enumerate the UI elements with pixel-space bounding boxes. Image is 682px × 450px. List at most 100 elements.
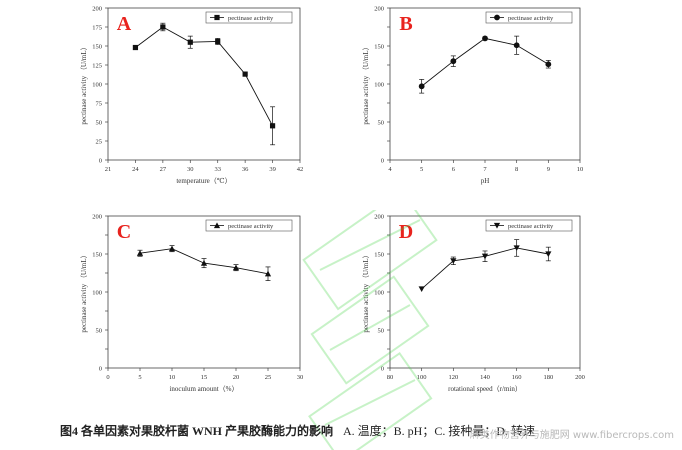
x-tick-label: 30 — [187, 166, 194, 173]
x-tick-label: 0 — [106, 374, 109, 381]
figure-title: 图4 各单因素对果胶杆菌 WNH 产果胶酶能力的影响 — [60, 424, 334, 438]
legend: pectinase activity — [205, 11, 293, 24]
legend: pectinase activity — [485, 219, 573, 232]
y-tick-label: 75 — [96, 101, 103, 108]
x-tick-label: 5 — [420, 166, 423, 173]
y-tick-label: 200 — [374, 6, 384, 13]
x-tick-label: 4 — [388, 166, 392, 173]
legend-box — [485, 219, 573, 232]
legend-box — [205, 11, 293, 24]
site-watermark-text: 麻类作物营养与施肥网 www.fibercrops.com — [469, 430, 674, 441]
legend-label: pectinase activity — [508, 223, 554, 230]
y-tick-label: 150 — [374, 252, 384, 259]
x-tick-label: 21 — [105, 166, 112, 173]
x-tick-label: 27 — [160, 166, 167, 173]
x-tick-label: 8 — [515, 166, 518, 173]
data-point — [242, 71, 248, 77]
x-axis-label: pH — [481, 177, 490, 185]
chart-panel-d: 0 50 100 150 200 80 100 120 140 160 180 200 rotation… — [362, 214, 585, 394]
chart-panel-c: 0 50 100 150 200 0 5 10 15 20 25 30 inoculum amount（… — [80, 214, 303, 394]
x-tick-label: 36 — [242, 166, 249, 173]
data-point — [482, 35, 488, 42]
x-tick-label: 100 — [417, 374, 427, 381]
x-tick-label: 33 — [214, 166, 221, 173]
panel-label: D — [399, 221, 413, 243]
y-tick-label: 200 — [374, 214, 384, 221]
y-tick-label: 200 — [92, 214, 102, 221]
y-axis-label: pectinase activity （U/mL） — [362, 251, 370, 332]
x-tick-label: 15 — [201, 374, 208, 381]
x-tick-label: 20 — [233, 374, 240, 381]
series-line — [421, 37, 549, 87]
data-point — [418, 83, 425, 90]
y-tick-label: 50 — [378, 120, 385, 127]
legend: pectinase activity — [485, 11, 573, 24]
y-tick-label: 50 — [96, 328, 103, 335]
y-tick-label: 200 — [92, 6, 102, 13]
data-point — [160, 24, 166, 30]
legend-marker — [213, 222, 221, 229]
y-tick-label: 50 — [378, 328, 385, 335]
y-tick-label: 150 — [92, 44, 102, 51]
data-point — [513, 42, 520, 49]
data-point — [200, 260, 208, 266]
legend-label: pectinase activity — [508, 15, 554, 22]
y-axis-label: pectinase activity （U/mL） — [80, 251, 88, 332]
data-point — [513, 245, 520, 252]
x-axis-label: temperature（℃） — [176, 177, 231, 185]
x-tick-label: 200 — [575, 374, 585, 381]
y-axis-label: pectinase activity （U/mL） — [362, 43, 370, 124]
y-tick-label: 100 — [374, 82, 384, 89]
chart-panel-b: 0 50 100 150 200 4 5 6 7 8 9 10 pH pectinase activity… — [362, 6, 583, 186]
data-point — [215, 38, 221, 45]
y-tick-label: 0 — [381, 366, 384, 373]
legend: pectinase activity — [205, 219, 293, 232]
x-tick-label: 24 — [132, 166, 139, 173]
y-tick-label: 150 — [92, 252, 102, 259]
x-tick-label: 39 — [269, 166, 276, 173]
x-tick-label: 7 — [483, 166, 487, 173]
y-tick-label: 150 — [374, 44, 384, 51]
y-tick-label: 25 — [96, 139, 103, 146]
x-tick-label: 180 — [543, 374, 553, 381]
y-tick-label: 0 — [99, 366, 102, 373]
x-tick-label: 42 — [297, 166, 304, 173]
x-tick-label: 9 — [547, 166, 550, 173]
data-point — [132, 44, 139, 51]
legend-box — [485, 11, 573, 24]
x-tick-label: 5 — [138, 374, 141, 381]
legend-marker — [214, 14, 220, 21]
y-tick-label: 100 — [92, 82, 102, 89]
figure-caption: 图4 各单因素对果胶杆菌 WNH 产果胶酶能力的影响 A. 温度；B. pH；C.… — [60, 422, 535, 439]
data-point — [269, 123, 276, 129]
x-tick-label: 160 — [512, 374, 522, 381]
y-axis-label: pectinase activity （U/mL） — [80, 43, 88, 124]
y-tick-label: 0 — [99, 158, 102, 165]
x-tick-label: 30 — [297, 374, 304, 381]
chart-panel-a: 0 25 50 75 100 125 150 175 200 21 24 27 30 33 36 39 42 te… — [80, 6, 303, 186]
y-tick-label: 175 — [92, 25, 102, 32]
y-tick-label: 100 — [374, 290, 384, 297]
data-point — [168, 245, 176, 252]
data-point — [136, 250, 144, 256]
x-tick-label: 80 — [387, 374, 394, 381]
panel-label: C — [117, 221, 131, 243]
x-tick-label: 25 — [265, 374, 272, 381]
data-point — [450, 58, 457, 65]
x-axis-label: rotational speed（r/min） — [448, 385, 522, 393]
legend-marker — [493, 222, 501, 229]
data-point — [418, 286, 425, 293]
x-tick-label: 10 — [577, 166, 584, 173]
data-point — [545, 61, 552, 68]
data-point — [450, 258, 457, 264]
data-point — [481, 253, 489, 260]
figure-subtitle: A. 温度；B. pH；C. 接种量；D. 转速 — [343, 424, 536, 438]
legend-label: pectinase activity — [228, 15, 274, 22]
y-tick-label: 100 — [92, 290, 102, 297]
y-tick-label: 50 — [96, 120, 103, 127]
panel-label: A — [117, 13, 132, 35]
x-tick-label: 10 — [169, 374, 176, 381]
data-point — [232, 264, 240, 271]
data-point — [545, 251, 552, 258]
